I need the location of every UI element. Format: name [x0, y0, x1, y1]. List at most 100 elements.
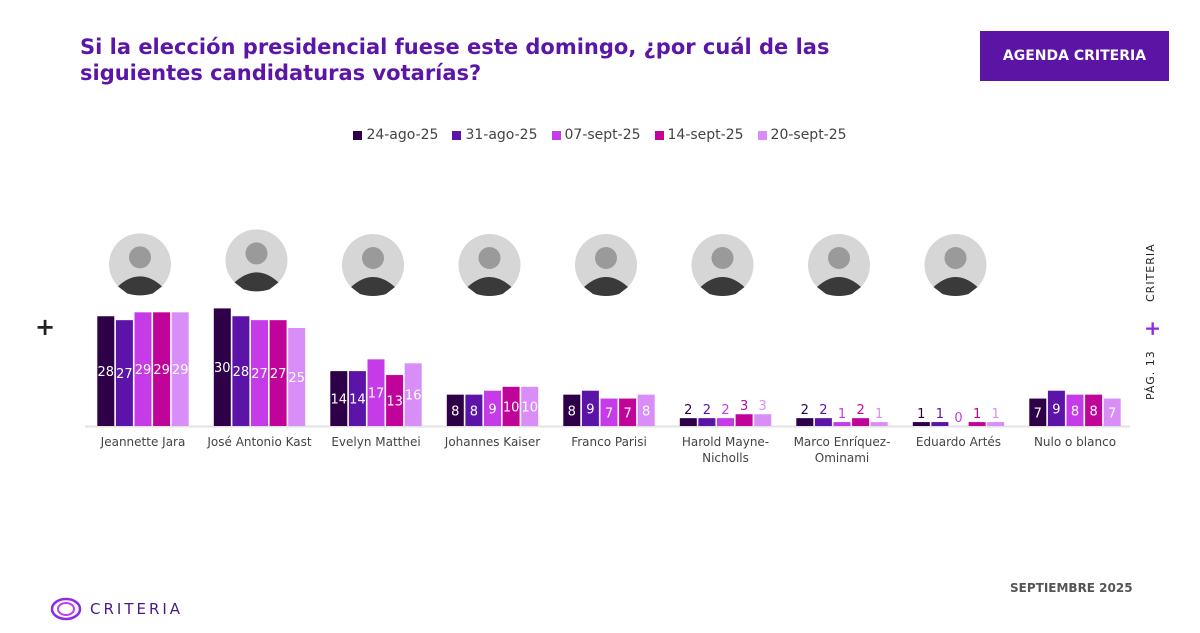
bar — [1085, 394, 1103, 426]
bar — [698, 418, 716, 426]
data-label: 10 — [503, 400, 520, 415]
agenda-criteria-badge: AGENDA CRITERIA — [980, 31, 1169, 81]
bar — [213, 308, 231, 426]
bar — [348, 371, 366, 426]
data-label: 7 — [1108, 406, 1116, 421]
data-label: 2 — [819, 403, 827, 418]
data-label: 27 — [270, 367, 287, 382]
bar — [600, 398, 618, 426]
bar — [796, 418, 814, 426]
candidate-photo — [808, 234, 870, 296]
bar — [153, 312, 171, 426]
candidate-photo — [458, 234, 521, 296]
bar — [484, 390, 501, 426]
legend-swatch — [551, 130, 561, 140]
data-label: 9 — [488, 402, 496, 417]
category-label: Harold Mayne-Nicholls — [682, 435, 769, 465]
candidate-photo — [225, 229, 288, 292]
bar — [404, 363, 422, 426]
criteria-logo: CRITERIA — [50, 597, 183, 621]
bar — [115, 320, 133, 426]
category-label: José Antonio Kast — [206, 435, 312, 449]
data-label: 10 — [521, 400, 538, 415]
bar — [679, 418, 697, 426]
data-label: 29 — [153, 363, 170, 378]
data-label: 8 — [642, 404, 650, 419]
data-label: 2 — [856, 403, 864, 418]
legend-label: 31-ago-25 — [465, 127, 538, 143]
category-label: Marco Enríquez-Ominami — [794, 435, 891, 465]
data-label: 3 — [759, 399, 767, 414]
bar — [288, 328, 306, 426]
legend-item: 14-sept-25 — [654, 127, 744, 143]
logo-text: CRITERIA — [90, 600, 184, 618]
data-label: 27 — [251, 367, 268, 382]
data-label: 1 — [936, 407, 944, 422]
data-label: 13 — [386, 395, 403, 410]
bar — [171, 312, 189, 426]
data-label: 28 — [98, 365, 115, 380]
data-label: 8 — [568, 404, 576, 419]
bar — [134, 312, 152, 426]
chart-legend: 24-ago-25 31-ago-25 07-sept-25 14-sept-2… — [0, 127, 1200, 143]
data-label: 17 — [368, 387, 385, 402]
data-label: 3 — [740, 399, 748, 414]
data-label: 2 — [801, 403, 809, 418]
legend-label: 14-sept-25 — [667, 127, 744, 143]
data-label: 8 — [451, 404, 459, 419]
data-label: 7 — [605, 406, 613, 421]
bar — [717, 418, 734, 426]
legend-item: 07-sept-25 — [551, 127, 641, 143]
bar — [754, 414, 772, 426]
data-label: 27 — [116, 367, 133, 382]
bar — [521, 386, 539, 426]
data-label: 9 — [586, 402, 594, 417]
data-label: 9 — [1052, 402, 1060, 417]
legend-item: 20-sept-25 — [757, 127, 847, 143]
category-label: Eduardo Artés — [916, 435, 1001, 449]
bar — [833, 422, 851, 426]
legend-label: 07-sept-25 — [564, 127, 641, 143]
legend-swatch — [757, 130, 767, 140]
data-label: 29 — [135, 363, 152, 378]
category-label: Franco Parisi — [571, 435, 647, 449]
bar — [912, 422, 930, 426]
data-label: 28 — [233, 365, 250, 380]
data-label: 30 — [214, 361, 231, 376]
data-label: 2 — [684, 403, 692, 418]
legend-label: 24-ago-25 — [366, 127, 439, 143]
bar — [97, 316, 115, 426]
data-label: 1 — [917, 407, 925, 422]
bar — [269, 320, 287, 426]
data-label: 1 — [973, 407, 981, 422]
data-label: 1 — [838, 407, 846, 422]
candidate-photo — [575, 234, 637, 296]
bar — [814, 418, 832, 426]
legend-swatch — [452, 130, 462, 140]
plus-decoration: + — [35, 313, 56, 341]
data-label: 8 — [470, 404, 478, 419]
bar — [502, 386, 520, 426]
category-label: Jeannette Jara — [100, 435, 186, 449]
bar — [446, 394, 464, 426]
bar — [735, 414, 753, 426]
page-title: Si la elección presidencial fuese este d… — [80, 35, 830, 85]
data-label: 14 — [331, 393, 348, 408]
bar — [619, 398, 637, 426]
bar — [1047, 390, 1065, 426]
candidate-photo — [109, 233, 171, 296]
footer-date: SEPTIEMBRE 2025 — [1010, 581, 1133, 595]
legend-item: 31-ago-25 — [452, 127, 538, 143]
legend-label: 20-sept-25 — [770, 127, 847, 143]
data-label: 1 — [992, 407, 1000, 422]
bar — [563, 394, 581, 426]
bar — [931, 422, 949, 426]
bar — [251, 320, 268, 426]
bar — [968, 422, 986, 426]
bar — [1103, 398, 1121, 426]
bar — [367, 359, 385, 426]
data-label: 25 — [288, 371, 305, 386]
data-label: 0 — [954, 411, 962, 426]
legend-swatch — [353, 130, 363, 140]
